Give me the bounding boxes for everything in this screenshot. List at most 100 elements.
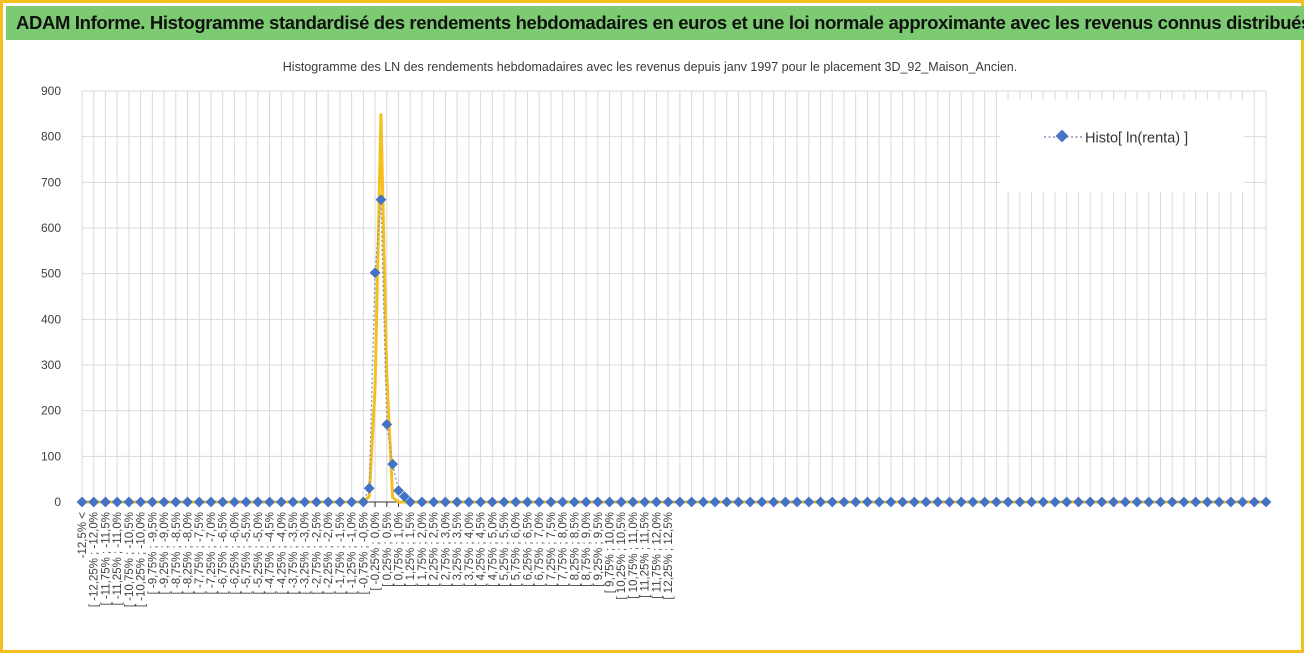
- legend-label-histo: Histo[ ln(renta) ]: [1085, 131, 1188, 147]
- histo-point: [533, 496, 545, 508]
- histo-point: [381, 418, 393, 430]
- histo-point: [1166, 496, 1178, 508]
- histo-point: [1049, 496, 1061, 508]
- histo-point: [363, 482, 375, 494]
- histo-point: [768, 496, 780, 508]
- x-tick-label: [ 5,75% ; 6,0%: [511, 512, 523, 587]
- x-tick-label: [ -8,75% ; -8,5%: [171, 512, 183, 594]
- histo-point: [393, 485, 404, 496]
- x-tick-label: [ 8,75% ; 9,0%: [581, 512, 593, 587]
- histogram-series: [76, 194, 1272, 508]
- histo-point: [451, 496, 463, 508]
- header-banner: ADAM Informe. Histogramme standardisé de…: [6, 6, 1304, 40]
- x-tick-label: -12,5% <: [77, 512, 89, 559]
- histo-point: [486, 496, 498, 508]
- histo-point: [275, 496, 287, 508]
- histo-point: [885, 496, 897, 508]
- histo-point: [1002, 496, 1014, 508]
- x-tick-label: [ 7,75% ; 8,0%: [558, 512, 570, 587]
- x-tick-label: [ 5,25% ; 5,5%: [499, 512, 511, 587]
- histo-point: [88, 496, 100, 508]
- histo-point: [252, 496, 264, 508]
- histo-point: [123, 496, 135, 508]
- histo-point: [662, 496, 674, 508]
- histo-point: [404, 496, 416, 508]
- histo-point: [932, 496, 944, 508]
- histo-point: [217, 496, 229, 508]
- x-tick-label: [ -10,75% ; -10,5%: [124, 512, 136, 607]
- histo-point: [170, 496, 182, 508]
- histo-point: [158, 496, 170, 508]
- x-axis-tick-labels: -12,5% <[ -12,25% ; -12,0%[ -11,75% ; -1…: [77, 512, 675, 608]
- x-tick-label: [ 7,25% ; 7,5%: [546, 512, 558, 587]
- histo-point: [346, 496, 357, 508]
- histo-point: [522, 496, 533, 508]
- x-tick-label: [ -9,75% ; -9,5%: [147, 512, 159, 594]
- histo-point: [510, 496, 522, 508]
- histo-point: [100, 496, 111, 508]
- chart-title: Histogramme des LN des rendements hebdom…: [283, 60, 1017, 74]
- histo-point: [475, 496, 486, 508]
- histo-point: [991, 496, 1002, 508]
- x-tick-label: [ 0,25% ; 0,5%: [382, 512, 394, 587]
- histo-point: [311, 496, 322, 508]
- histo-point: [1096, 496, 1108, 508]
- y-tick-label: 100: [41, 449, 61, 463]
- x-tick-label: [ -5,25% ; -5,0%: [253, 512, 265, 594]
- histo-point: [850, 496, 862, 508]
- x-tick-label: [ 0,75% ; 1,0%: [394, 512, 406, 587]
- histo-point: [369, 267, 381, 279]
- y-tick-label: 900: [41, 84, 61, 98]
- histo-point: [146, 496, 158, 508]
- histo-point: [111, 496, 123, 508]
- x-tick-label: [ -6,25% ; -6,0%: [229, 512, 241, 594]
- histo-point: [193, 496, 205, 508]
- histo-point: [791, 496, 803, 508]
- x-tick-label: [ 9,75% ; 10,0%: [605, 512, 617, 593]
- x-tick-label: [ -1,75% ; -1,5%: [335, 512, 347, 594]
- histo-point: [733, 496, 744, 508]
- histo-point: [674, 496, 686, 508]
- y-tick-label: 400: [41, 312, 61, 326]
- x-tick-label: [ 11,75% ; 12,0%: [651, 512, 663, 599]
- x-tick-label: [ -1,25% ; -1,0%: [347, 512, 359, 594]
- x-tick-label: [ -10,25% ; -10,0%: [136, 512, 148, 607]
- histo-point: [651, 496, 662, 508]
- histo-point: [955, 496, 967, 508]
- histo-point: [264, 496, 275, 508]
- histo-point: [463, 496, 475, 508]
- histo-point: [1073, 496, 1084, 508]
- histo-point: [428, 496, 440, 508]
- x-tick-label: [ 1,75% ; 2,0%: [417, 512, 429, 587]
- histo-point: [756, 496, 768, 508]
- x-tick-label: [ 2,75% ; 3,0%: [440, 512, 452, 587]
- histo-point: [920, 496, 932, 508]
- histo-point: [229, 496, 240, 508]
- histo-point: [1237, 496, 1248, 508]
- histo-point: [1202, 496, 1213, 508]
- x-tick-label: [ -11,25% ; -11,0%: [112, 512, 124, 606]
- histo-point: [568, 496, 580, 508]
- x-tick-label: [ -3,25% ; -3,0%: [300, 512, 312, 594]
- x-tick-label: [ 1,25% ; 1,5%: [405, 512, 417, 587]
- histo-point: [1037, 496, 1049, 508]
- histo-point: [545, 496, 557, 508]
- x-tick-label: [ 6,75% ; 7,0%: [534, 512, 546, 587]
- histo-point: [205, 496, 217, 508]
- x-tick-label: [ -5,75% ; -5,5%: [241, 512, 253, 594]
- y-tick-label: 0: [54, 495, 61, 509]
- histo-point: [76, 496, 88, 508]
- histo-point: [1143, 496, 1155, 508]
- histo-series-line: [82, 199, 1266, 503]
- histo-point: [1108, 496, 1119, 508]
- y-tick-label: 800: [41, 130, 61, 144]
- x-tick-label: [ -7,75% ; -7,5%: [194, 512, 206, 594]
- x-tick-label: [ -9,25% ; -9,0%: [159, 512, 171, 594]
- y-axis-ticks: 0 100 200 300 400 500 600 700 800 900: [41, 84, 61, 509]
- x-tick-label: [ -4,75% ; -4,5%: [265, 512, 277, 594]
- x-tick-label: [ -7,25% ; -7,0%: [206, 512, 218, 594]
- histo-point: [592, 496, 604, 508]
- histo-point: [182, 496, 193, 508]
- histo-point: [135, 496, 146, 508]
- x-tick-label: [ -4,25% ; -4,0%: [276, 512, 288, 594]
